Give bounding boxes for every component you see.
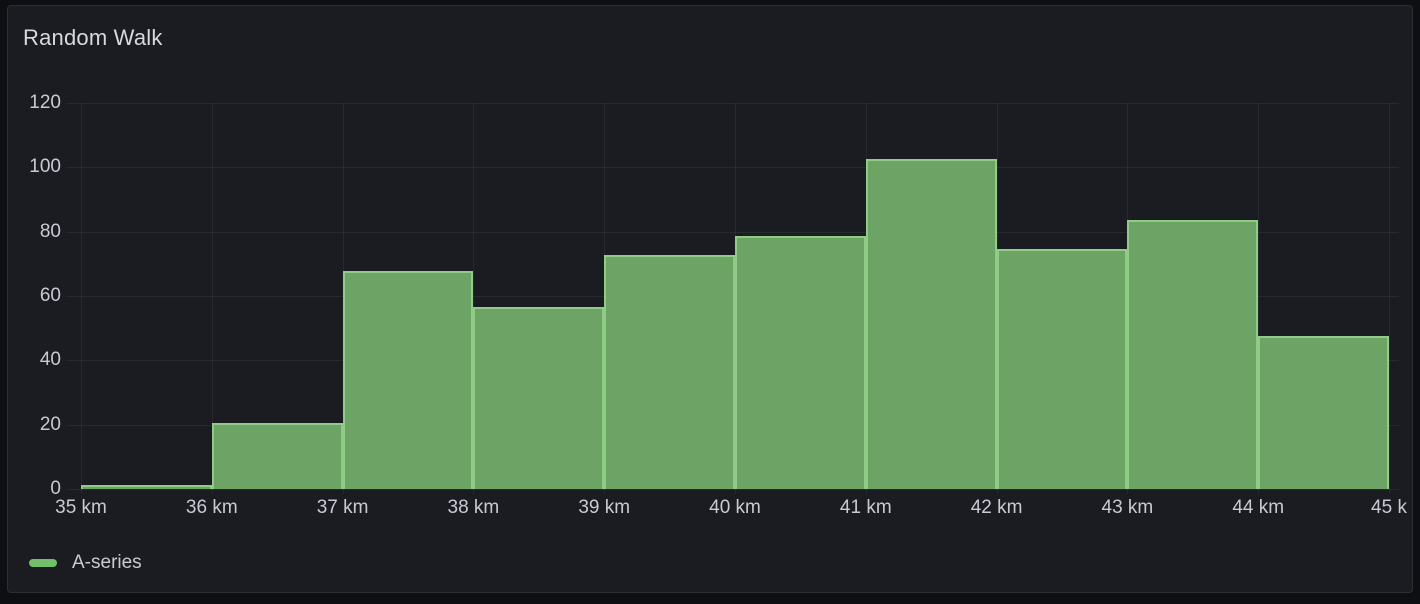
x-axis-tick [604, 489, 606, 494]
x-tick-label: 39 km [578, 497, 631, 518]
x-axis-tick [81, 489, 82, 494]
y-axis-labels: 0 20 40 60 80 100 120 [8, 92, 61, 499]
x-tick-label: 45 k [1371, 497, 1407, 518]
x-axis-tick [342, 489, 344, 494]
y-tick-label: 40 [39, 349, 61, 371]
legend: A-series [29, 552, 142, 574]
x-tick-label: 37 km [316, 497, 369, 518]
x-tick-label: 44 km [1232, 497, 1285, 518]
x-axis-tick [735, 489, 736, 494]
bars-region [81, 103, 1390, 494]
histogram-bar[interactable] [1258, 335, 1389, 489]
gridline-vertical [81, 103, 82, 489]
y-tick-label: 60 [39, 285, 61, 306]
x-axis-tick [473, 489, 475, 494]
gridline-horizontal [67, 489, 1399, 490]
y-tick-label: 80 [39, 220, 61, 242]
histogram-bar[interactable] [342, 271, 474, 489]
x-axis-tick [1389, 489, 1390, 494]
gridline-vertical [1389, 103, 1390, 489]
y-tick-label: 120 [29, 92, 61, 113]
x-axis-labels: 35 km 36 km 37 km 38 km 39 km 40 km 41 km 42 km… [55, 497, 1407, 527]
y-tick-label: 100 [29, 156, 61, 178]
histogram-bar[interactable] [865, 158, 997, 489]
x-tick-label: 40 km [709, 497, 761, 518]
gridline-vertical [473, 103, 475, 489]
panel-title[interactable]: Random Walk [23, 25, 163, 50]
x-axis-tick [1258, 489, 1260, 494]
x-tick-label: 36 km [185, 497, 238, 518]
histogram-bar[interactable] [473, 306, 605, 489]
gridline-vertical [1258, 103, 1260, 489]
grafana-panel: Random Walk 0 20 40 60 80 100 120 35 km 36 km 37… [7, 5, 1413, 593]
x-tick-label: 35 km [55, 497, 107, 518]
x-axis-tick [865, 489, 867, 494]
x-tick-label: 41 km [839, 497, 892, 518]
histogram-bar[interactable] [211, 422, 343, 489]
gridline-vertical [211, 103, 213, 489]
histogram-bar[interactable] [81, 485, 212, 489]
histogram-bar[interactable] [604, 255, 735, 489]
x-tick-label: 38 km [447, 497, 500, 518]
histogram-bar[interactable] [1127, 220, 1259, 489]
gridline-horizontal [67, 103, 1399, 104]
histogram-bar[interactable] [996, 248, 1128, 489]
gridline-horizontal [67, 231, 1399, 233]
x-axis-tick [996, 489, 998, 494]
y-tick-label: 0 [50, 478, 61, 499]
x-tick-label: 43 km [1101, 497, 1154, 518]
gridline-horizontal [67, 167, 1399, 169]
x-axis-tick [211, 489, 213, 494]
x-axis-tick [1127, 489, 1129, 494]
legend-series-label[interactable]: A-series [72, 552, 142, 573]
x-tick-label: 42 km [970, 497, 1023, 518]
legend-series-marker-icon [29, 559, 57, 567]
histogram-bar[interactable] [735, 236, 866, 489]
plot-area[interactable] [67, 103, 1399, 494]
y-tick-label: 20 [39, 413, 61, 435]
